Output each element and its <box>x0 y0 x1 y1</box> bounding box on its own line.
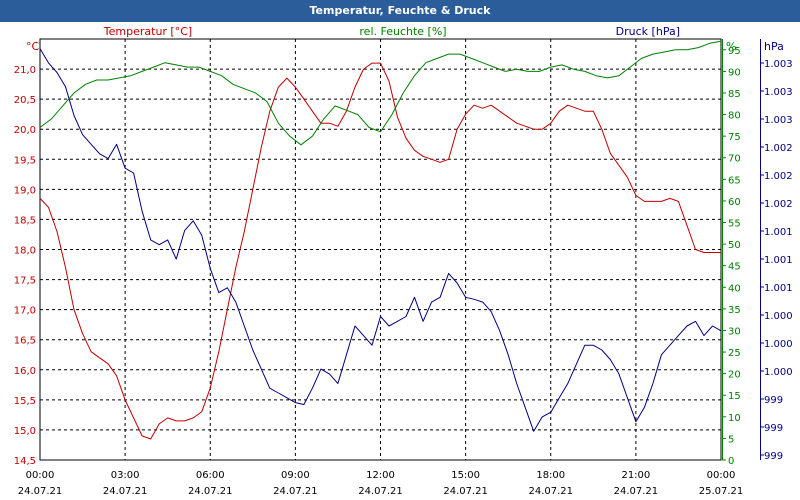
pressure-axis-tick: 1.001 <box>764 255 793 266</box>
x-tick-time: 12:00 <box>366 470 395 481</box>
humidity-axis-tick: 25 <box>728 348 741 359</box>
x-tick-time: 00:00 <box>707 470 736 481</box>
humidity-axis-tick: 50 <box>728 240 741 251</box>
humidity-unit-label: % <box>726 40 736 53</box>
humidity-axis-tick: 10 <box>728 413 741 424</box>
pressure-axis-tick: 1.002 <box>764 199 793 210</box>
humidity-axis-tick: 60 <box>728 197 741 208</box>
pressure-axis-tick: 1.000 <box>764 339 793 350</box>
left-axis-tick: 18,5 <box>14 215 36 226</box>
humidity-axis-tick: 55 <box>728 219 741 230</box>
x-tick-time: 21:00 <box>621 470 650 481</box>
humidity-axis-tick: 90 <box>728 67 741 78</box>
pressure-line <box>39 48 722 432</box>
left-axis-tick: 15,5 <box>14 396 36 407</box>
humidity-legend: rel. Feuchte [%] <box>359 25 446 38</box>
pressure-axis-tick: 1.001 <box>764 283 793 294</box>
x-tick-date: 24.07.21 <box>614 486 659 497</box>
humidity-axis-tick: 70 <box>728 154 741 165</box>
pressure-axis-tick: 1.003 <box>764 59 793 70</box>
left-axis-tick: 19,5 <box>14 155 36 166</box>
x-tick-date: 24.07.21 <box>103 486 148 497</box>
humidity-axis-tick: 0 <box>728 456 734 467</box>
humidity-axis-tick: 85 <box>728 89 741 100</box>
temperature-line <box>39 62 721 440</box>
humidity-axis-tick: 35 <box>728 305 741 316</box>
left-axis-tick: 16,5 <box>14 336 36 347</box>
humidity-axis-tick: 80 <box>728 111 741 122</box>
pressure-axis-tick: 999 <box>764 395 783 406</box>
humidity-axis-tick: 95 <box>728 46 741 57</box>
axis-labels: 00:00 24.07.21 03:00 24.07.21 06:00 24.07.21 0… <box>14 25 793 497</box>
pressure-unit-label: hPa <box>764 40 784 53</box>
humidity-axis-tick: 45 <box>728 262 741 273</box>
axes <box>722 39 764 461</box>
left-axis-tick: 19,0 <box>14 185 36 196</box>
pressure-axis-tick: 1.002 <box>764 171 793 182</box>
pressure-axis-tick: 1.002 <box>764 143 793 154</box>
pressure-axis-tick: 1.000 <box>764 311 793 322</box>
pressure-axis-tick: 1.000 <box>764 367 793 378</box>
pressure-axis-tick: 1.003 <box>764 87 793 98</box>
x-tick-time: 00:00 <box>26 470 55 481</box>
x-tick-date: 24.07.21 <box>273 486 318 497</box>
temperature-unit-label: °C <box>26 40 40 53</box>
left-axis-tick: 20,0 <box>14 125 36 136</box>
left-axis-tick: 17,0 <box>14 306 36 317</box>
x-tick-date: 25.07.21 <box>699 486 744 497</box>
left-axis-tick: 15,0 <box>14 426 36 437</box>
pressure-axis-tick: 999 <box>764 423 783 434</box>
series-lines <box>39 40 722 440</box>
x-tick-time: 03:00 <box>111 470 140 481</box>
humidity-axis-tick: 75 <box>728 132 741 143</box>
left-axis-tick: 20,5 <box>14 95 36 106</box>
left-axis-tick: 18,0 <box>14 246 36 257</box>
left-axis-tick: 17,5 <box>14 276 36 287</box>
humidity-axis-tick: 65 <box>728 175 741 186</box>
x-tick-time: 06:00 <box>196 470 225 481</box>
x-tick-time: 18:00 <box>536 470 565 481</box>
grid <box>40 39 721 460</box>
pressure-axis-tick: 999 <box>764 451 783 462</box>
left-axis-tick: 21,0 <box>14 65 36 76</box>
x-tick-date: 24.07.21 <box>18 486 63 497</box>
pressure-axis-tick: 1.003 <box>764 115 793 126</box>
left-axis-tick: 14,5 <box>14 456 36 467</box>
x-tick-date: 24.07.21 <box>358 486 403 497</box>
x-tick-date: 24.07.21 <box>528 486 573 497</box>
x-tick-date: 24.07.21 <box>188 486 233 497</box>
humidity-axis-tick: 5 <box>728 434 734 445</box>
chart-title: Temperatur, Feuchte & Druck <box>0 0 800 22</box>
x-tick-date: 24.07.21 <box>443 486 488 497</box>
pressure-legend: Druck [hPa] <box>616 25 680 38</box>
humidity-axis-tick: 15 <box>728 391 741 402</box>
humidity-axis-tick: 20 <box>728 370 741 381</box>
temperature-legend: Temperatur [°C] <box>103 25 192 38</box>
x-tick-time: 15:00 <box>451 470 480 481</box>
humidity-axis-tick: 40 <box>728 283 741 294</box>
humidity-line <box>39 40 722 146</box>
humidity-axis-tick: 30 <box>728 326 741 337</box>
x-tick-time: 09:00 <box>281 470 310 481</box>
pressure-axis-tick: 1.001 <box>764 227 793 238</box>
left-axis-tick: 16,0 <box>14 366 36 377</box>
